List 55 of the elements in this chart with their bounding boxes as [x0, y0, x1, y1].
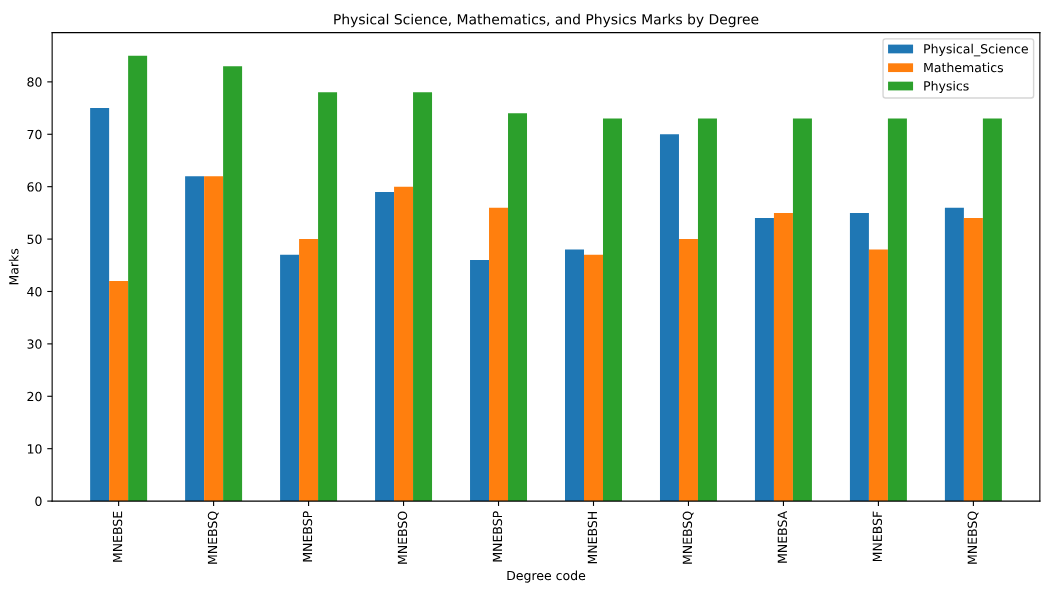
- bar: [223, 66, 243, 502]
- x-tick-label: MNEBSH: [587, 512, 598, 564]
- bar: [678, 239, 698, 502]
- bar: [754, 218, 774, 502]
- bar: [963, 218, 983, 502]
- bar: [944, 207, 964, 502]
- y-tick-label: 50: [27, 234, 42, 244]
- x-tick-label: MNEBSQ: [967, 511, 979, 564]
- bar: [982, 118, 1002, 502]
- bar: [280, 254, 300, 502]
- bar: [299, 239, 319, 502]
- y-tick-label: 70: [27, 129, 42, 140]
- bar: [375, 191, 395, 502]
- bar: [659, 134, 679, 502]
- x-tick-label: MNEBSE: [112, 511, 123, 562]
- bar: [773, 212, 793, 502]
- chart-title: Physical Science, Mathematics, and Physics Marks by Degree: [334, 13, 759, 28]
- y-tick-label: 80: [27, 77, 42, 87]
- y-tick-label: 0: [35, 496, 42, 507]
- bar: [697, 118, 717, 502]
- y-axis-title: Marks: [8, 248, 19, 285]
- x-tick-label: MNEBSQ: [682, 511, 694, 564]
- bar: [128, 55, 148, 502]
- bar: [394, 186, 414, 502]
- bar: [508, 113, 528, 502]
- legend-label: Mathematics: [924, 62, 1004, 73]
- bar: [584, 254, 603, 502]
- bar: [413, 92, 433, 502]
- bar: [887, 118, 907, 502]
- bar: [185, 176, 205, 502]
- bar: [602, 118, 622, 502]
- y-tick-label: 10: [27, 444, 42, 454]
- x-tick-label: MNEBSP: [492, 511, 503, 562]
- bar: [204, 176, 224, 502]
- x-tick-label: MNEBSQ: [207, 511, 219, 564]
- y-tick-label: 30: [27, 339, 42, 349]
- legend-label: Physical_Science: [924, 43, 1028, 57]
- y-tick-label: 60: [27, 182, 42, 192]
- bar: [470, 260, 490, 502]
- bar: [489, 207, 509, 502]
- bar: [565, 249, 584, 502]
- y-tick-label: 20: [27, 391, 42, 402]
- bar: [318, 92, 338, 502]
- bar: [849, 212, 869, 502]
- bar: [868, 249, 888, 502]
- bar: [90, 108, 110, 502]
- y-tick-label: 40: [27, 286, 42, 297]
- x-tick-label: MNEBSP: [302, 511, 313, 562]
- bar: [792, 118, 812, 502]
- bar: [109, 281, 129, 502]
- x-tick-label: MNEBSF: [872, 511, 883, 562]
- x-tick-label: MNEBSO: [397, 511, 408, 564]
- legend-label: Physics: [924, 80, 969, 94]
- x-axis-title: Degree code: [507, 570, 586, 583]
- x-tick-label: MNEBSA: [777, 510, 788, 563]
